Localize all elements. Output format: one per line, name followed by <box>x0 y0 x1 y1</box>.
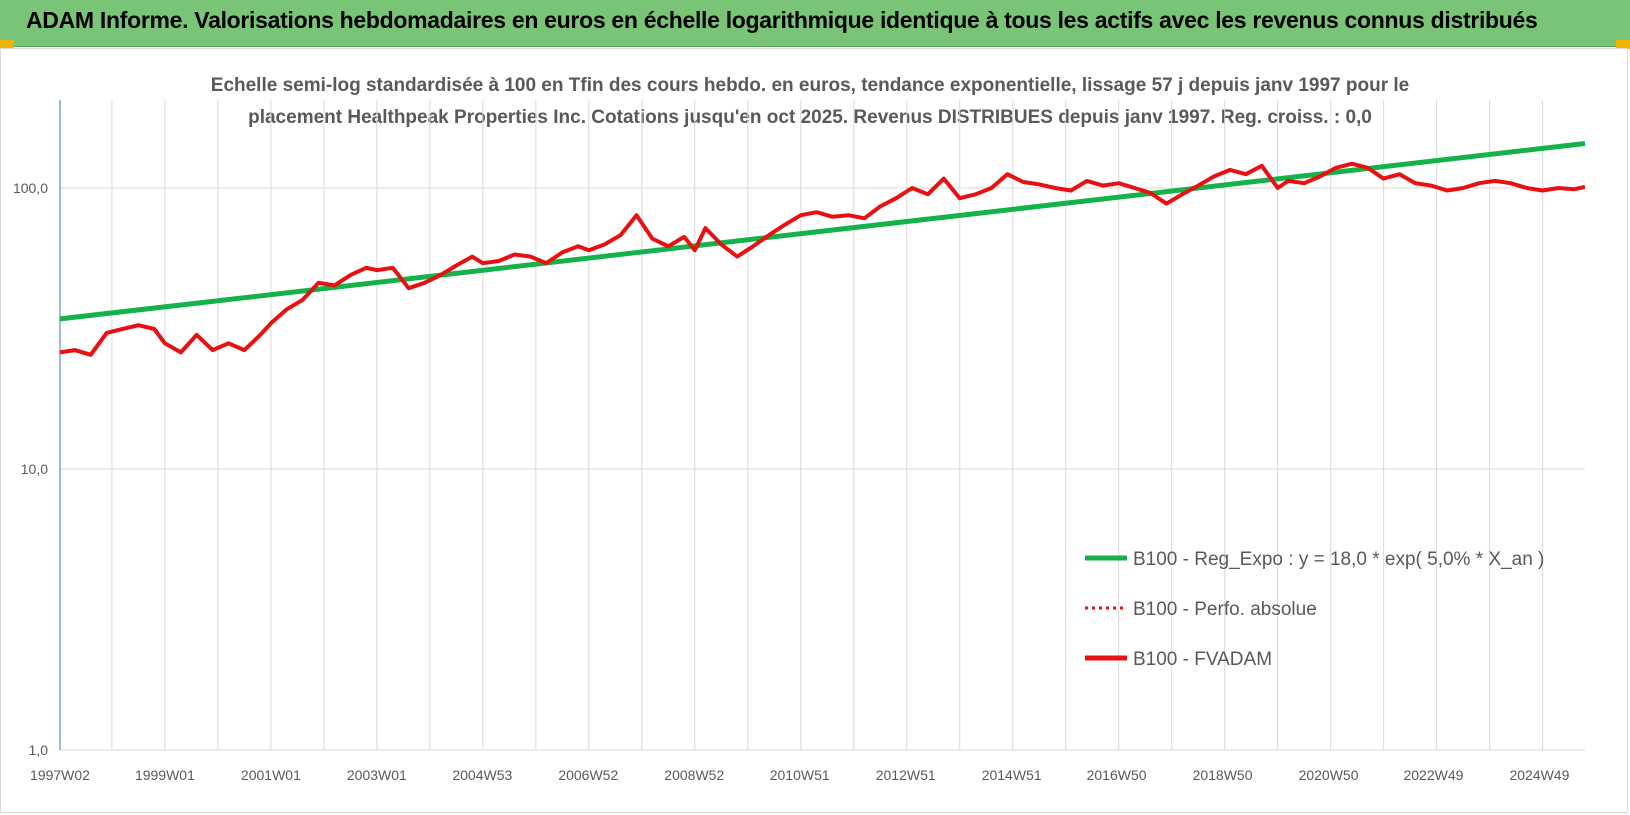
chart-title: Echelle semi-log standardisée à 100 en T… <box>160 70 1460 134</box>
x-tick-label: 2020W50 <box>1299 767 1359 783</box>
x-tick-label: 2016W50 <box>1087 767 1147 783</box>
legend-label: B100 - FVADAM <box>1133 649 1272 670</box>
x-tick-label: 2003W01 <box>347 767 407 783</box>
legend-label: B100 - Reg_Expo : y = 18,0 * exp( 5,0% *… <box>1133 549 1544 570</box>
y-tick-label: 100,0 <box>13 180 48 196</box>
x-tick-label: 1997W02 <box>30 767 90 783</box>
grid-layer <box>60 100 1585 751</box>
x-tick-label: 2006W52 <box>558 767 618 783</box>
report-title: ADAM Informe. Valorisations hebdomadaire… <box>26 7 1538 33</box>
corner-marker-right <box>1616 40 1630 49</box>
chart-title-line-2: placement Healthpeak Properties Inc. Cot… <box>248 107 1372 128</box>
chart-title-line-1: Echelle semi-log standardisée à 100 en T… <box>210 75 1410 96</box>
report-header-bar: ADAM Informe. Valorisations hebdomadaire… <box>0 0 1630 47</box>
legend-layer: B100 - Reg_Expo : y = 18,0 * exp( 5,0% *… <box>1085 549 1544 670</box>
series-line-regression <box>59 141 1586 322</box>
x-tick-label: 2001W01 <box>241 767 301 783</box>
x-tick-label: 2010W51 <box>770 767 830 783</box>
y-tick-label: 1,0 <box>29 742 49 758</box>
chart-area <box>0 48 1628 813</box>
x-tick-label: 2012W51 <box>876 767 936 783</box>
x-tick-label: 2024W49 <box>1509 767 1569 783</box>
x-tick-label: 2004W53 <box>452 767 512 783</box>
x-tick-label: 1999W01 <box>135 767 195 783</box>
series-line-fvadam <box>59 161 1586 357</box>
x-tick-label: 2014W51 <box>982 767 1042 783</box>
axis-layer: 1,0 10,0 100,0 1997W02 1999W01 2001W01 2003W01… <box>13 100 1570 783</box>
series-layer <box>59 141 1586 357</box>
corner-marker-left <box>0 40 14 49</box>
x-tick-label: 2008W52 <box>664 767 724 783</box>
x-tick-label: 2022W49 <box>1403 767 1463 783</box>
legend-label: B100 - Perfo. absolue <box>1133 599 1317 620</box>
y-tick-label: 10,0 <box>21 461 48 477</box>
x-tick-label: 2018W50 <box>1193 767 1253 783</box>
